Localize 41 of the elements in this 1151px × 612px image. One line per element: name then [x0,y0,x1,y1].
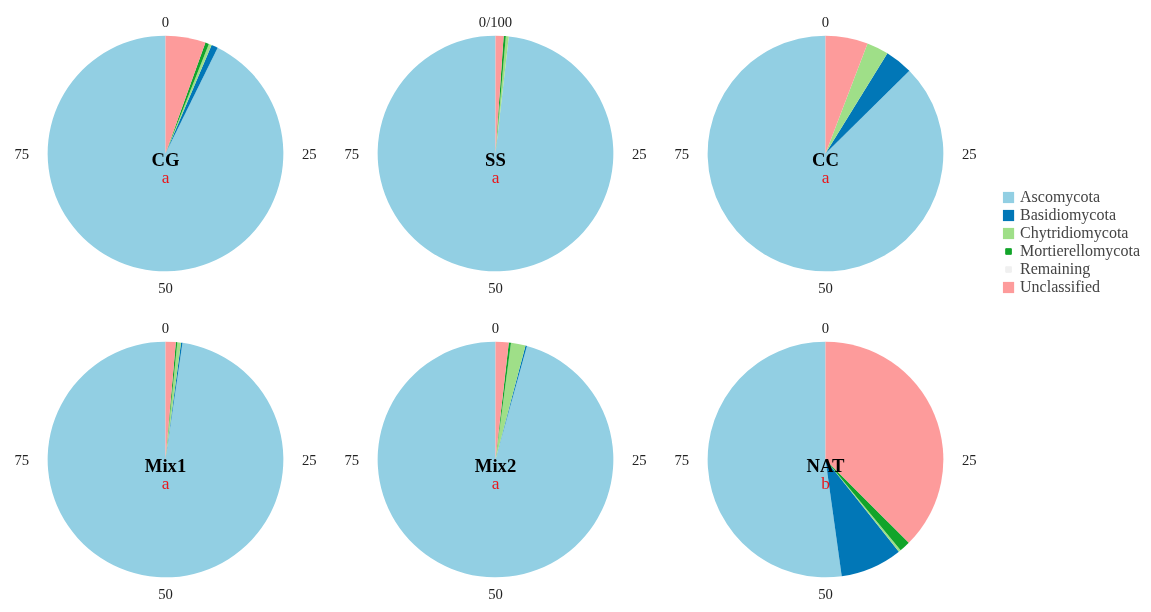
text: 25 [961,451,977,468]
text: 75 [674,145,690,162]
text: 50 [818,279,833,296]
text: 50 [818,585,833,602]
text: 50 [488,279,503,296]
legend-label: Chytridiomycota [1020,224,1129,242]
text: CC [812,148,839,170]
text: 50 [488,585,503,602]
text: 75 [14,451,30,468]
text: 0 [821,319,830,336]
text: 25 [301,451,317,468]
legend-label: Mortierellomycota [1020,242,1140,260]
text: CG [151,148,180,170]
text: 25 [631,451,647,468]
legend-label: Unclassified [1020,278,1101,296]
text: 0 [161,13,170,30]
text: 75 [344,145,360,162]
text: Mix1 [144,454,187,476]
text: 0/100 [478,13,513,30]
legend-label: Basidiomycota [1020,206,1117,224]
text: 75 [674,451,690,468]
text: a [821,167,830,187]
text: 25 [301,145,317,162]
text: Mix2 [474,454,517,476]
text: b [821,473,830,493]
legend-label: Ascomycota [1020,188,1101,206]
text: 0 [161,319,170,336]
text: 50 [158,585,173,602]
text: 75 [344,451,360,468]
legend-label: Remaining [1020,260,1091,278]
text: a [491,167,500,187]
text: a [161,167,170,187]
text: 0 [821,13,830,30]
text: 50 [158,279,173,296]
text: 0 [491,319,500,336]
text: 25 [961,145,977,162]
text: a [491,473,500,493]
text: a [161,473,170,493]
text: 75 [14,145,30,162]
text: 25 [631,145,647,162]
text: SS [485,148,506,170]
